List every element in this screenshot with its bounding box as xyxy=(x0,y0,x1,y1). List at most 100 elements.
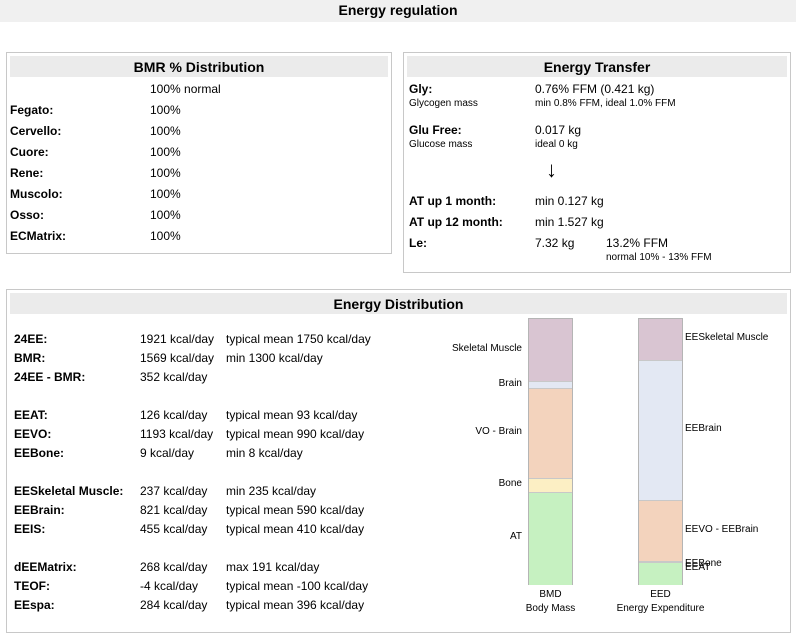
eed-label-eeat: EEAT xyxy=(685,562,711,574)
energy-row-note-bmr: min 1300 kcal/day xyxy=(226,351,323,365)
energy-row-label-eevo: EEVO: xyxy=(14,427,52,441)
energy-transfer-panel: Energy Transfer Gly: Glycogen mass 0.76%… xyxy=(403,52,791,273)
energy-transfer-title: Energy Transfer xyxy=(407,56,787,77)
bmd-label-brain: Brain xyxy=(498,377,522,389)
body-mass-bar xyxy=(528,318,573,585)
energy-distribution-title: Energy Distribution xyxy=(10,293,787,314)
eed-segment-eebrain xyxy=(639,359,682,502)
energy-row-value-eeskeletal-muscle: 237 kcal/day xyxy=(140,484,208,498)
page-title: Energy regulation xyxy=(338,2,458,18)
energy-row-value-teof: -4 kcal/day xyxy=(140,579,199,593)
bmr-row-value-osso: 100% xyxy=(150,208,181,222)
bmr-row-value-muscolo: 100% xyxy=(150,187,181,201)
glu-free-sublabel: Glucose mass xyxy=(409,139,473,150)
energy-expenditure-bar-title: EED xyxy=(650,589,671,600)
eed-segment-eevo-eebrain xyxy=(639,500,682,562)
glu-free-value: 0.017 kg xyxy=(535,123,582,137)
gly-sublabel: Glycogen mass xyxy=(409,98,478,109)
energy-row-value-eebone: 9 kcal/day xyxy=(140,446,195,460)
energy-row-label-eeskeletal-muscle: EESkeletal Muscle: xyxy=(14,484,124,498)
energy-row-label-eebone: EEBone: xyxy=(14,446,65,460)
energy-row-note-eebone: min 8 kcal/day xyxy=(226,446,303,460)
eed-label-eeskeletal-muscle: EESkeletal Muscle xyxy=(685,332,769,344)
energy-row-label-eeat: EEAT: xyxy=(14,408,48,422)
gly-note: min 0.8% FFM, ideal 1.0% FFM xyxy=(535,98,676,109)
le-label: Le: xyxy=(409,236,427,250)
energy-row-label-deematrix: dEEMatrix: xyxy=(14,560,77,574)
bmr-row-value-cuore: 100% xyxy=(150,145,181,159)
energy-row-note-eespa: typical mean 396 kcal/day xyxy=(226,598,365,612)
at-1-month-value: min 0.127 kg xyxy=(535,194,604,208)
eed-label-eevo-eebrain: EEVO - EEBrain xyxy=(685,523,759,535)
bmd-segment-brain xyxy=(529,381,572,390)
energy-row-value-eeis: 455 kcal/day xyxy=(140,522,208,536)
bmr-row-label-ecmatrix: ECMatrix: xyxy=(10,229,67,243)
bmd-label-at: AT xyxy=(509,530,522,542)
eed-segment-eeat xyxy=(639,562,682,585)
energy-row-note-eebrain: typical mean 590 kcal/day xyxy=(226,503,365,517)
energy-row-note-eevo: typical mean 990 kcal/day xyxy=(226,427,365,441)
body-mass-bar-title: BMD xyxy=(539,589,562,600)
energy-row-note-eeis: typical mean 410 kcal/day xyxy=(226,522,365,536)
bmr-row-label-cervello: Cervello: xyxy=(10,124,62,138)
energy-row-value-eespa: 284 kcal/day xyxy=(140,598,208,612)
le-note: normal 10% - 13% FFM xyxy=(606,252,712,263)
energy-row-value-bmr: 1569 kcal/day xyxy=(140,351,215,365)
eed-label-eebone: EEBone xyxy=(685,557,722,569)
energy-row-value-deematrix: 268 kcal/day xyxy=(140,560,208,574)
bmr-distribution-panel: BMR % Distribution 100% normal Fegato: 10… xyxy=(6,52,392,254)
bmd-label-bone: Bone xyxy=(498,477,522,489)
energy-row-note-24ee: typical mean 1750 kcal/day xyxy=(226,332,371,346)
bmr-normal-label: 100% normal xyxy=(150,82,221,96)
bmr-row-label-osso: Osso: xyxy=(10,208,45,222)
bmr-row-value-rene: 100% xyxy=(150,166,181,180)
bmd-label-skeletal-muscle: Skeletal Muscle xyxy=(451,343,522,355)
glu-free-label: Glu Free: xyxy=(409,123,462,137)
bmd-label-vo-brain: VO - Brain xyxy=(475,425,522,437)
bmd-segment-skeletal-muscle xyxy=(529,319,572,382)
at-12-month-label: AT up 12 month: xyxy=(409,215,503,229)
bmr-row-label-fegato: Fegato: xyxy=(10,103,54,117)
eed-segment-eeskeletal-muscle xyxy=(639,319,682,360)
glu-free-note: ideal 0 kg xyxy=(535,139,578,150)
bmd-segment-vo-brain xyxy=(529,388,572,479)
energy-row-label-24ee: 24EE: xyxy=(14,332,48,346)
energy-row-note-deematrix: max 191 kcal/day xyxy=(226,560,320,574)
bmr-row-value-ecmatrix: 100% xyxy=(150,229,181,243)
energy-row-label-eespa: EEspa: xyxy=(14,598,55,612)
energy-row-label-bmr: BMR: xyxy=(14,351,46,365)
energy-row-label-24ee-bmr: 24EE - BMR: xyxy=(14,370,86,384)
energy-row-value-eevo: 1193 kcal/day xyxy=(140,427,214,441)
energy-row-note-eeskeletal-muscle: min 235 kcal/day xyxy=(226,484,317,498)
bmr-row-value-fegato: 100% xyxy=(150,103,181,117)
bmr-row-label-muscolo: Muscolo: xyxy=(10,187,63,201)
energy-row-value-24ee-bmr: 352 kcal/day xyxy=(140,370,208,384)
energy-row-note-teof: typical mean -100 kcal/day xyxy=(226,579,369,593)
bmr-distribution-title: BMR % Distribution xyxy=(10,56,388,77)
energy-row-value-24ee: 1921 kcal/day xyxy=(140,332,215,346)
body-mass-bar-subtitle: Body Mass xyxy=(525,603,576,614)
down-arrow-icon: ↓ xyxy=(546,157,557,182)
eed-segment-eebone xyxy=(639,560,682,564)
title-bar xyxy=(0,0,796,22)
gly-label: Gly: xyxy=(409,82,433,96)
at-12-month-value: min 1.527 kg xyxy=(535,215,604,229)
energy-row-value-eebrain: 821 kcal/day xyxy=(140,503,208,517)
le-value: 7.32 kg xyxy=(535,236,575,250)
bmr-row-label-cuore: Cuore: xyxy=(10,145,49,159)
energy-expenditure-bar-subtitle: Energy Expenditure xyxy=(616,603,705,614)
gly-value: 0.76% FFM (0.421 kg) xyxy=(535,82,655,96)
bmr-row-label-rene: Rene: xyxy=(10,166,44,180)
energy-row-value-eeat: 126 kcal/day xyxy=(140,408,208,422)
energy-row-note-eeat: typical mean 93 kcal/day xyxy=(226,408,358,422)
energy-row-label-teof: TEOF: xyxy=(14,579,50,593)
at-1-month-label: AT up 1 month: xyxy=(409,194,497,208)
eed-label-eebrain: EEBrain xyxy=(685,422,722,434)
energy-distribution-panel: Energy Distribution BMD Body Mass EED En… xyxy=(6,289,791,633)
energy-row-label-eebrain: EEBrain: xyxy=(14,503,65,517)
bmd-segment-bone xyxy=(529,477,572,493)
bmr-row-value-cervello: 100% xyxy=(150,124,181,138)
bmd-segment-at xyxy=(529,491,572,585)
energy-row-label-eeis: EEIS: xyxy=(14,522,46,536)
le-percent: 13.2% FFM xyxy=(606,236,669,250)
